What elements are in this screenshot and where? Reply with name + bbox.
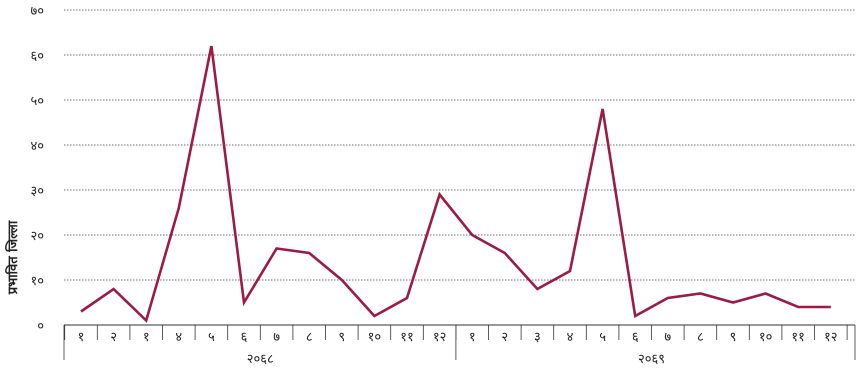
y-tick-label: ५० xyxy=(30,94,44,109)
x-tick-label: ७ xyxy=(664,330,671,345)
series-layer xyxy=(81,46,831,321)
y-tick-label: ७० xyxy=(30,4,44,19)
x-tick-label: ५ xyxy=(208,330,215,345)
grid-layer xyxy=(64,10,855,280)
x-tick-label: ११ xyxy=(791,330,805,345)
x-tick-label: १० xyxy=(759,330,773,345)
x-tick-label: १ xyxy=(143,330,150,345)
x-tick-label: ९ xyxy=(730,330,737,345)
x-tick-label: ५ xyxy=(599,330,606,345)
x-tick-label: ८ xyxy=(306,330,313,345)
series-line xyxy=(81,46,831,321)
x-tick-label: २ xyxy=(501,330,508,345)
x-tick-label: १२ xyxy=(824,330,838,345)
x-tick-label: ११ xyxy=(400,330,414,345)
y-axis-title: प्रभावित जिल्ला xyxy=(5,220,21,295)
x-tick-label: ४ xyxy=(567,330,574,345)
x-tick-label: ७ xyxy=(273,330,280,345)
y-tick-label: १० xyxy=(30,274,44,289)
x-tick-label: ८ xyxy=(697,330,704,345)
x-tick-label: १ xyxy=(78,330,85,345)
y-tick-label: ० xyxy=(37,319,44,334)
y-tick-label: २० xyxy=(30,229,44,244)
group-label: २०६८ xyxy=(247,352,274,367)
group-label: २०६९ xyxy=(638,352,665,367)
x-tick-label: १ xyxy=(469,330,476,345)
y-tick-label: ६० xyxy=(30,49,44,64)
x-tick-label: ६ xyxy=(632,330,639,345)
x-tick-label: ४ xyxy=(175,330,182,345)
y-tick-label: ३० xyxy=(30,184,44,199)
y-tick-label: ४० xyxy=(30,139,44,154)
x-tick-label: ९ xyxy=(338,330,345,345)
x-tick-label: २ xyxy=(110,330,117,345)
x-tick-label: १० xyxy=(368,330,382,345)
x-tick-label: ३ xyxy=(534,330,541,345)
x-tick-label: ६ xyxy=(241,330,248,345)
x-tick-label: १२ xyxy=(433,330,447,345)
